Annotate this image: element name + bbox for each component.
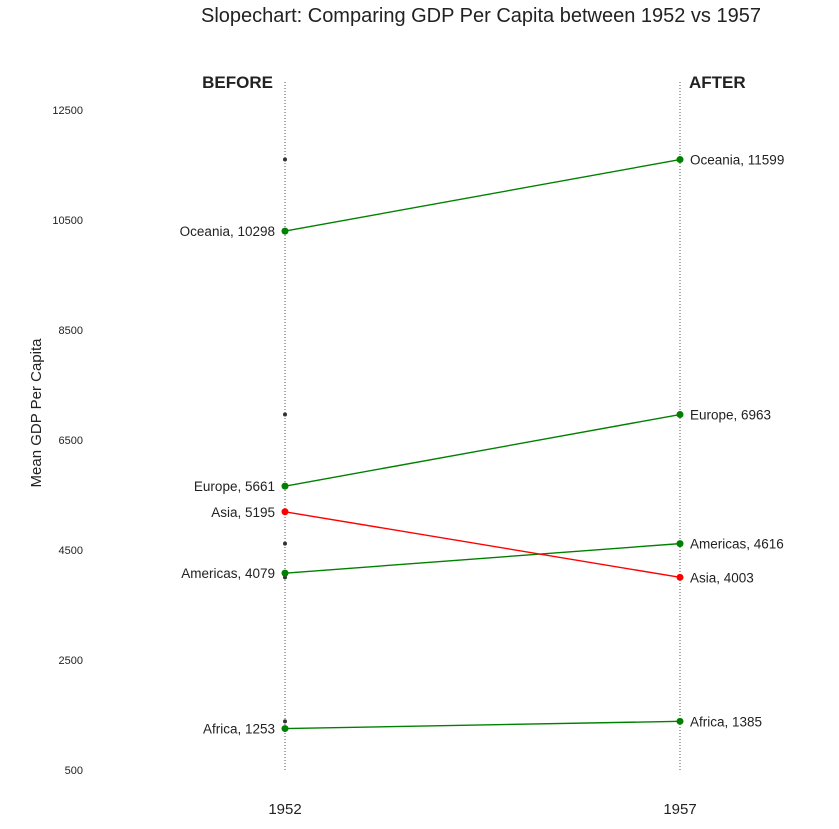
slope-line-africa — [284, 720, 681, 730]
marker-europe-1957 — [283, 412, 287, 417]
slope-line-americas — [284, 542, 681, 574]
x-axis-ticks: 1952 1957 — [268, 801, 696, 818]
slope-line-oceania — [284, 158, 681, 232]
point-africa-1952 — [281, 725, 289, 733]
y-tick-label-10500: 10500 — [52, 215, 83, 227]
point-oceania-1957 — [676, 156, 684, 164]
point-asia-1957 — [676, 573, 684, 581]
after-header: AFTER — [689, 73, 746, 92]
label-oceania-1952: Oceania, 10298 — [180, 224, 275, 239]
y-axis-label: Mean GDP Per Capita — [28, 338, 45, 488]
chart-title: Slopechart: Comparing GDP Per Capita bet… — [201, 5, 761, 27]
label-americas-1952: Americas, 4079 — [181, 566, 275, 581]
y-tick-label-12500: 12500 — [52, 105, 83, 117]
label-asia-1957: Asia, 4003 — [690, 570, 754, 585]
marker-oceania-1957 — [283, 157, 287, 162]
y-tick-label-6500: 6500 — [59, 435, 83, 447]
point-americas-1957 — [676, 540, 684, 548]
point-africa-1957 — [676, 717, 684, 725]
guide-lines — [284, 82, 681, 770]
label-africa-1952: Africa, 1253 — [203, 722, 275, 737]
point-oceania-1952 — [281, 227, 289, 235]
point-labels: Africa, 1253 Africa, 1385 Americas, 4079 Am… — [180, 153, 785, 737]
label-africa-1957: Africa, 1385 — [690, 714, 762, 729]
slope-lines — [284, 158, 681, 730]
label-americas-1957: Americas, 4616 — [690, 537, 784, 552]
point-europe-1952 — [281, 482, 289, 490]
slope-line-asia — [284, 511, 681, 579]
y-axis-ticks: 500 2500 4500 6500 8500 10500 12500 — [52, 105, 83, 777]
y-tick-label-2500: 2500 — [59, 655, 83, 667]
x-tick-label-1957: 1957 — [663, 801, 696, 818]
guide-markers — [283, 157, 287, 731]
point-americas-1952 — [281, 569, 289, 577]
label-europe-1952: Europe, 5661 — [194, 479, 275, 494]
point-asia-1952 — [281, 508, 289, 516]
slope-line-europe — [284, 413, 681, 487]
label-europe-1957: Europe, 6963 — [690, 408, 771, 423]
x-tick-label-1952: 1952 — [268, 801, 301, 818]
marker-africa-1957 — [283, 719, 287, 724]
before-header: BEFORE — [202, 73, 273, 92]
label-oceania-1957: Oceania, 11599 — [690, 153, 784, 168]
y-tick-label-8500: 8500 — [59, 325, 83, 337]
label-asia-1952: Asia, 5195 — [211, 505, 275, 520]
marker-americas-1957 — [283, 541, 287, 546]
y-tick-label-500: 500 — [65, 765, 83, 777]
point-europe-1957 — [676, 411, 684, 419]
data-points — [281, 156, 684, 733]
y-tick-label-4500: 4500 — [59, 545, 83, 557]
